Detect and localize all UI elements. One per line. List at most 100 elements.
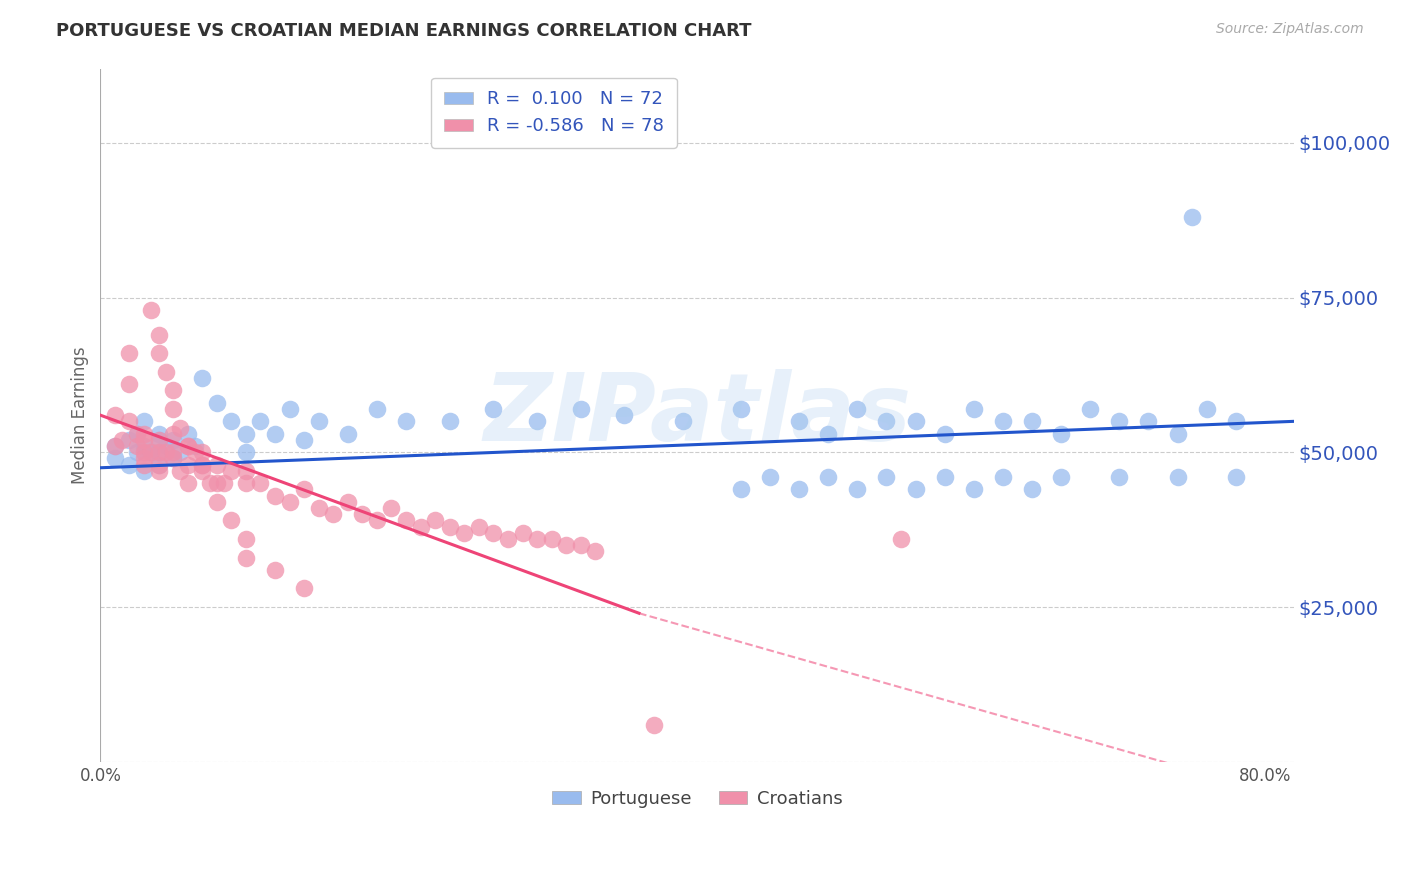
Point: [846, 483, 869, 497]
Point: [162, 384, 184, 398]
Point: [672, 414, 695, 428]
Point: [162, 426, 184, 441]
Point: [817, 426, 839, 441]
Point: [1225, 414, 1247, 428]
Point: [336, 426, 359, 441]
Point: [212, 476, 235, 491]
Point: [963, 483, 986, 497]
Point: [125, 426, 148, 441]
Point: [235, 532, 257, 546]
Point: [169, 420, 191, 434]
Point: [1021, 414, 1043, 428]
Point: [1167, 470, 1189, 484]
Point: [148, 426, 170, 441]
Point: [264, 489, 287, 503]
Point: [308, 500, 330, 515]
Point: [934, 470, 956, 484]
Point: [292, 483, 315, 497]
Point: [184, 439, 207, 453]
Point: [904, 483, 927, 497]
Point: [132, 445, 155, 459]
Point: [1108, 470, 1130, 484]
Point: [352, 507, 374, 521]
Point: [496, 532, 519, 546]
Point: [249, 476, 271, 491]
Point: [583, 544, 606, 558]
Point: [264, 426, 287, 441]
Point: [730, 401, 752, 416]
Point: [191, 458, 214, 472]
Point: [787, 414, 810, 428]
Point: [1108, 414, 1130, 428]
Point: [118, 346, 141, 360]
Point: [155, 445, 177, 459]
Point: [890, 532, 912, 546]
Point: [132, 458, 155, 472]
Point: [526, 414, 548, 428]
Point: [526, 532, 548, 546]
Text: ZIPatlas: ZIPatlas: [484, 369, 911, 461]
Point: [235, 426, 257, 441]
Point: [191, 371, 214, 385]
Point: [176, 426, 198, 441]
Point: [118, 433, 141, 447]
Point: [278, 401, 301, 416]
Point: [155, 365, 177, 379]
Point: [322, 507, 344, 521]
Point: [205, 495, 228, 509]
Point: [336, 495, 359, 509]
Point: [991, 470, 1014, 484]
Point: [132, 451, 155, 466]
Point: [235, 464, 257, 478]
Point: [141, 445, 163, 459]
Point: [191, 445, 214, 459]
Text: Source: ZipAtlas.com: Source: ZipAtlas.com: [1216, 22, 1364, 37]
Point: [904, 414, 927, 428]
Point: [846, 401, 869, 416]
Point: [235, 445, 257, 459]
Point: [613, 408, 636, 422]
Point: [132, 414, 155, 428]
Point: [198, 476, 221, 491]
Point: [205, 476, 228, 491]
Point: [205, 396, 228, 410]
Point: [366, 513, 388, 527]
Point: [1225, 470, 1247, 484]
Point: [395, 513, 418, 527]
Point: [176, 476, 198, 491]
Point: [104, 451, 127, 466]
Point: [148, 433, 170, 447]
Point: [125, 439, 148, 453]
Point: [125, 426, 148, 441]
Point: [817, 470, 839, 484]
Point: [118, 414, 141, 428]
Point: [1195, 401, 1218, 416]
Point: [366, 401, 388, 416]
Point: [132, 433, 155, 447]
Point: [141, 445, 163, 459]
Point: [1137, 414, 1160, 428]
Point: [205, 458, 228, 472]
Point: [169, 464, 191, 478]
Point: [991, 414, 1014, 428]
Point: [1078, 401, 1101, 416]
Point: [264, 563, 287, 577]
Point: [148, 346, 170, 360]
Point: [148, 464, 170, 478]
Point: [118, 377, 141, 392]
Point: [235, 550, 257, 565]
Point: [409, 519, 432, 533]
Point: [184, 445, 207, 459]
Point: [132, 439, 155, 453]
Point: [482, 525, 505, 540]
Point: [191, 458, 214, 472]
Point: [292, 433, 315, 447]
Point: [104, 439, 127, 453]
Point: [125, 445, 148, 459]
Point: [278, 495, 301, 509]
Legend: Portuguese, Croatians: Portuguese, Croatians: [546, 782, 849, 815]
Point: [643, 717, 665, 731]
Point: [569, 401, 592, 416]
Point: [453, 525, 475, 540]
Point: [963, 401, 986, 416]
